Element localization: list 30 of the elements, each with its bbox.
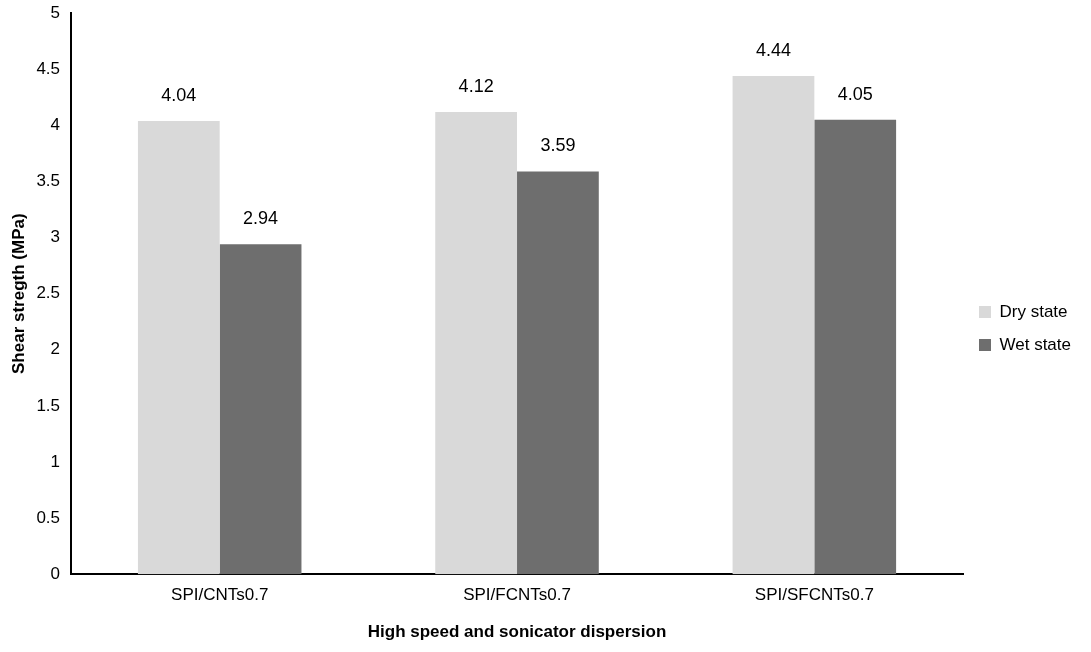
data-label: 2.94 bbox=[243, 208, 279, 229]
data-label: 3.59 bbox=[540, 135, 576, 156]
data-label: 4.05 bbox=[837, 83, 873, 104]
x-tick-label: SPI/FCNTs0.7 bbox=[463, 585, 571, 605]
y-axis-title: Shear stregth (MPa) bbox=[8, 213, 28, 374]
y-tick-label: 3.5 bbox=[36, 171, 61, 191]
bar bbox=[435, 111, 518, 575]
data-label: 4.44 bbox=[755, 40, 791, 60]
bar bbox=[517, 171, 599, 575]
bar bbox=[732, 76, 815, 575]
y-tick-label: 3 bbox=[50, 227, 61, 247]
y-tick-label: 4 bbox=[50, 115, 61, 135]
bar bbox=[137, 120, 220, 575]
x-axis-title: High speed and sonicator dispersion bbox=[367, 622, 667, 642]
y-tick-label: 1 bbox=[50, 451, 61, 471]
y-tick-label: 1.5 bbox=[36, 395, 61, 415]
y-tick-label: 0.5 bbox=[36, 507, 61, 527]
data-label: 4.04 bbox=[161, 84, 197, 105]
bar bbox=[814, 119, 897, 575]
y-tick-label: 5 bbox=[50, 2, 61, 22]
y-tick-label: 2.5 bbox=[36, 283, 61, 303]
data-label: 4.12 bbox=[458, 75, 494, 96]
y-tick-label: 0 bbox=[50, 563, 61, 583]
legend-label: Wet state bbox=[999, 334, 1072, 354]
legend-label: Dry state bbox=[999, 301, 1068, 321]
y-tick-label: 4.5 bbox=[36, 58, 61, 78]
x-tick-label: SPI/SFCNTs0.7 bbox=[754, 585, 874, 605]
bar bbox=[219, 244, 302, 575]
x-tick-label: SPI/CNTs0.7 bbox=[171, 585, 269, 605]
y-tick-label: 2 bbox=[50, 339, 61, 359]
